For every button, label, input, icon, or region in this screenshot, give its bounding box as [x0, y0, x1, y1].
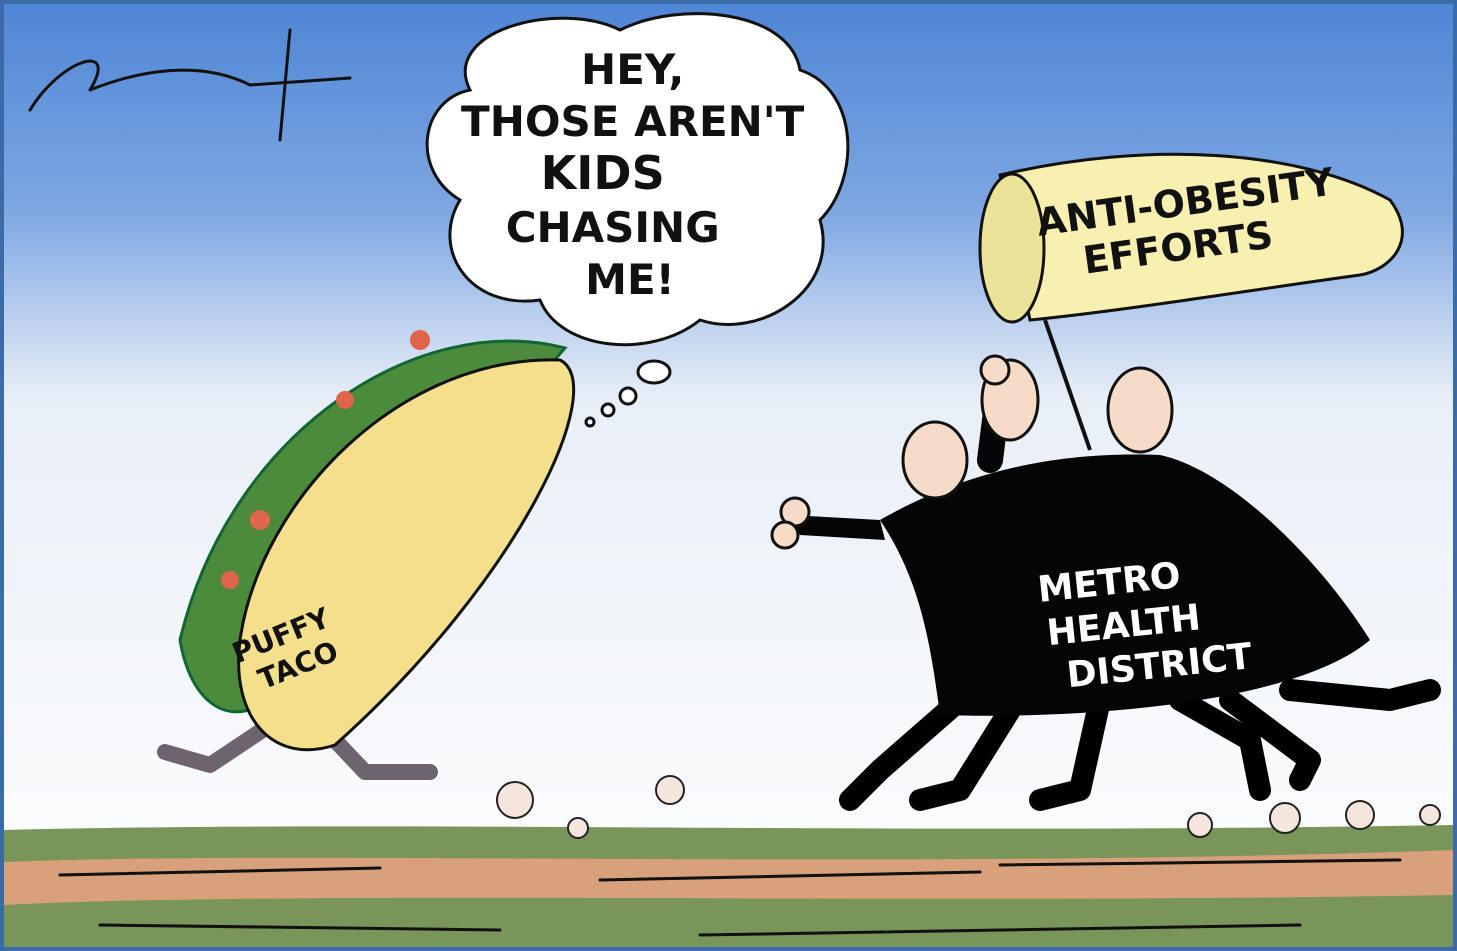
page: PUFFY TACO HEY, THOSE AREN'T KIDS CHASIN…: [0, 0, 1457, 951]
thought-line: ME!: [585, 255, 675, 304]
thought-line: THOSE AREN'T: [461, 97, 805, 146]
thought-line: KIDS: [541, 146, 665, 200]
net-hoop: [980, 174, 1044, 322]
thought-line: CHASING: [506, 203, 720, 252]
cartoon: PUFFY TACO HEY, THOSE AREN'T KIDS CHASIN…: [0, 0, 1457, 951]
thought-line: HEY,: [581, 45, 684, 94]
